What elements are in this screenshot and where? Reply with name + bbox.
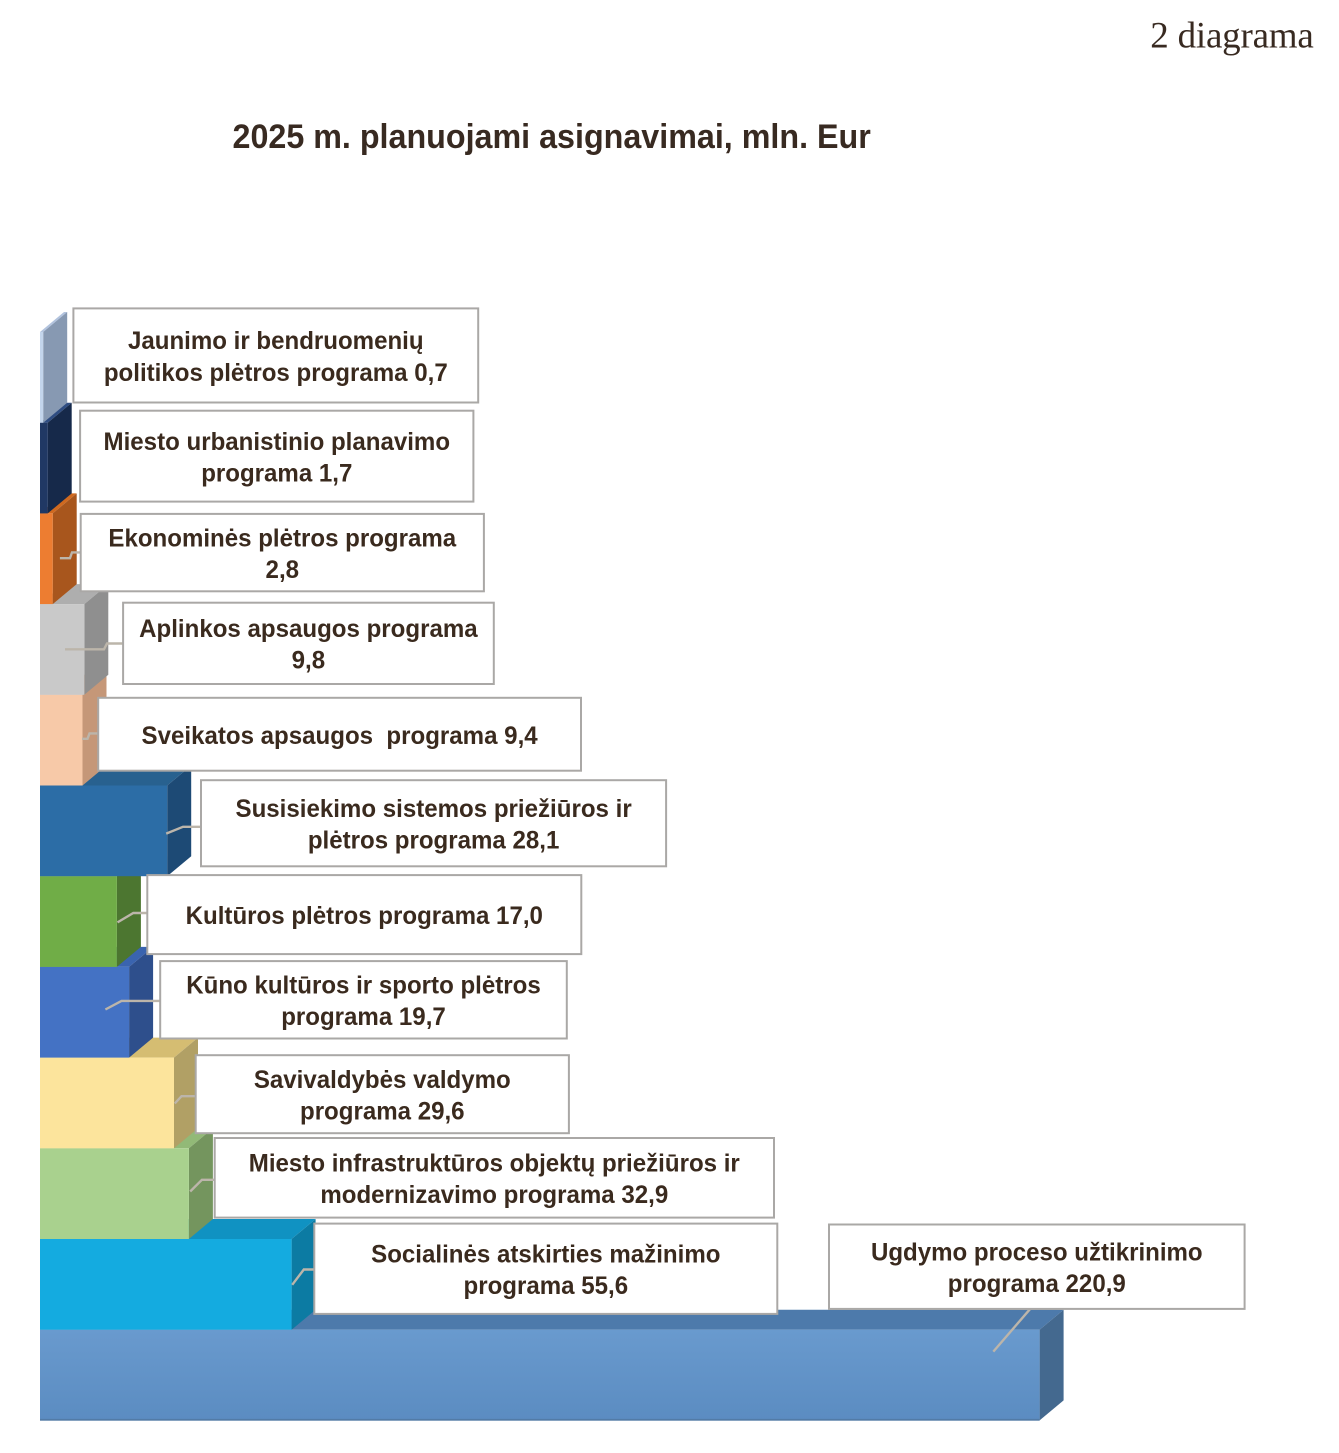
svg-text:Jaunimo ir bendruomenių: Jaunimo ir bendruomenių [128,327,424,355]
svg-text:Miesto infrastruktūros objektų: Miesto infrastruktūros objektų priežiūro… [249,1150,740,1178]
svg-text:modernizavimo programa 32,9: modernizavimo programa 32,9 [320,1181,668,1209]
svg-text:Ugdymo proceso užtikrinimo: Ugdymo proceso užtikrinimo [871,1239,1203,1267]
svg-text:2,8: 2,8 [266,556,300,584]
svg-text:plėtros programa 28,1: plėtros programa 28,1 [308,827,560,855]
svg-text:Socialinės atskirties mažinimo: Socialinės atskirties mažinimo [371,1241,720,1269]
svg-text:Kultūros plėtros programa 17,0: Kultūros plėtros programa 17,0 [186,902,543,930]
svg-text:programa 1,7: programa 1,7 [201,459,352,487]
svg-text:programa 220,9: programa 220,9 [948,1270,1126,1298]
svg-text:Susisiekimo sistemos priežiūro: Susisiekimo sistemos priežiūros ir [236,795,632,823]
svg-text:Ekonominės plėtros programa: Ekonominės plėtros programa [108,524,457,552]
svg-text:Kūno kultūros ir sporto plėtro: Kūno kultūros ir sporto plėtros [186,972,541,1000]
svg-text:programa 55,6: programa 55,6 [464,1272,629,1300]
svg-text:Aplinkos apsaugos programa: Aplinkos apsaugos programa [139,615,479,643]
svg-text:2 diagrama: 2 diagrama [1150,15,1314,56]
svg-text:9,8: 9,8 [292,647,326,675]
svg-text:Miesto urbanistinio planavimo: Miesto urbanistinio planavimo [104,428,451,456]
svg-text:politikos plėtros programa 0,7: politikos plėtros programa 0,7 [104,359,448,387]
svg-text:programa 19,7: programa 19,7 [281,1003,446,1031]
svg-text:2025 m. planuojami asignavimai: 2025 m. planuojami asignavimai, mln. Eur [233,118,871,156]
svg-text:Savivaldybės valdymo: Savivaldybės valdymo [254,1066,511,1094]
svg-text:Sveikatos apsaugos programa 9: Sveikatos apsaugos programa 9,4 [142,722,538,750]
svg-text:programa 29,6: programa 29,6 [300,1098,465,1126]
